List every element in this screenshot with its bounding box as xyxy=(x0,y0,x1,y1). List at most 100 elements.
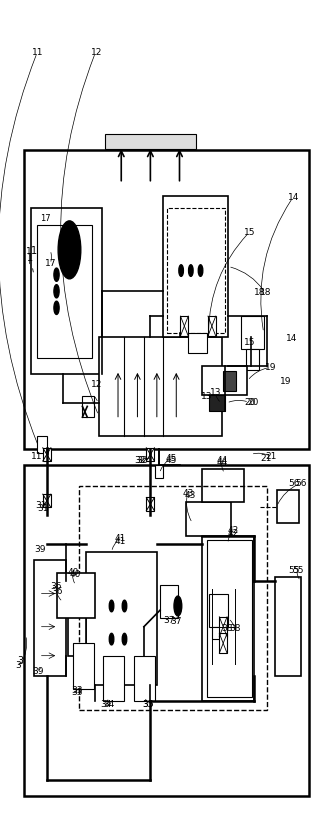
Text: 1: 1 xyxy=(27,253,34,272)
Bar xyxy=(104,656,125,701)
Text: 31: 31 xyxy=(36,501,47,510)
Bar xyxy=(186,503,231,536)
Bar xyxy=(82,396,94,417)
Text: 12: 12 xyxy=(91,380,102,389)
Bar xyxy=(208,316,216,336)
Bar xyxy=(277,490,299,524)
Text: 35: 35 xyxy=(142,700,154,709)
Text: 36: 36 xyxy=(50,583,62,592)
Text: 42: 42 xyxy=(228,529,239,538)
Text: 18: 18 xyxy=(260,288,272,297)
Circle shape xyxy=(109,633,114,645)
Bar xyxy=(246,349,259,370)
Circle shape xyxy=(54,301,59,314)
Circle shape xyxy=(174,596,182,616)
Bar xyxy=(209,395,225,411)
Bar xyxy=(275,577,301,676)
Bar xyxy=(146,448,155,461)
Bar xyxy=(68,581,86,656)
Text: 19: 19 xyxy=(280,377,291,386)
Text: 3: 3 xyxy=(18,656,24,666)
Text: 34: 34 xyxy=(100,700,112,709)
Text: 55: 55 xyxy=(292,566,304,575)
Text: 35: 35 xyxy=(142,700,154,709)
Text: 32: 32 xyxy=(136,455,147,465)
Text: 41: 41 xyxy=(115,537,126,546)
Circle shape xyxy=(179,265,183,277)
Text: 41: 41 xyxy=(115,534,126,543)
Text: 38: 38 xyxy=(230,624,241,633)
Bar xyxy=(163,196,228,337)
Text: 32: 32 xyxy=(134,455,146,465)
Bar xyxy=(187,332,207,353)
Text: 44: 44 xyxy=(217,458,228,467)
Bar xyxy=(37,225,92,357)
Text: 34: 34 xyxy=(104,700,115,709)
Text: 56: 56 xyxy=(295,479,307,488)
Text: 37: 37 xyxy=(170,617,181,627)
Bar xyxy=(155,465,163,478)
Bar xyxy=(86,552,157,685)
Bar xyxy=(31,209,102,374)
Bar xyxy=(212,627,225,639)
Circle shape xyxy=(54,285,59,297)
Circle shape xyxy=(58,221,81,279)
Text: 37: 37 xyxy=(163,616,175,625)
Text: 33: 33 xyxy=(71,687,83,696)
Bar xyxy=(134,656,155,701)
Text: 11: 11 xyxy=(32,48,44,57)
Circle shape xyxy=(122,600,127,612)
Text: 39: 39 xyxy=(34,545,45,554)
Text: 40: 40 xyxy=(70,570,81,579)
Text: 31: 31 xyxy=(37,504,49,513)
Bar xyxy=(180,316,188,336)
Text: 11: 11 xyxy=(31,451,42,460)
Text: 18: 18 xyxy=(254,288,265,297)
Text: 38: 38 xyxy=(221,624,233,633)
Bar xyxy=(99,337,221,436)
Text: 55: 55 xyxy=(288,566,299,575)
Text: 15: 15 xyxy=(244,228,256,237)
Bar xyxy=(160,585,178,618)
Text: 13: 13 xyxy=(210,388,222,396)
Bar xyxy=(146,498,155,511)
Text: 15: 15 xyxy=(244,338,256,347)
Bar xyxy=(73,643,94,689)
Text: 19: 19 xyxy=(265,363,277,372)
Bar xyxy=(209,593,228,627)
Bar xyxy=(34,560,66,676)
Bar xyxy=(223,371,236,391)
Circle shape xyxy=(122,633,127,645)
Text: 14: 14 xyxy=(288,193,299,202)
Text: 12: 12 xyxy=(91,48,102,57)
Text: 21: 21 xyxy=(260,454,272,463)
Bar xyxy=(202,366,247,395)
Text: 1: 1 xyxy=(26,247,32,256)
Bar xyxy=(24,465,309,796)
Bar xyxy=(219,633,227,653)
Text: 17: 17 xyxy=(45,259,57,268)
Text: 45: 45 xyxy=(166,454,177,463)
Circle shape xyxy=(54,268,59,282)
Bar xyxy=(57,573,95,618)
Bar xyxy=(79,486,267,710)
Bar xyxy=(166,209,225,332)
Text: 36: 36 xyxy=(52,587,63,596)
Text: 43: 43 xyxy=(184,491,196,500)
Circle shape xyxy=(188,265,193,277)
Bar xyxy=(207,539,252,697)
Text: 13: 13 xyxy=(200,392,212,401)
Bar xyxy=(24,150,309,449)
Bar xyxy=(43,448,51,461)
Text: 42: 42 xyxy=(228,526,239,535)
Bar xyxy=(202,536,254,701)
Bar xyxy=(37,436,47,453)
Text: 40: 40 xyxy=(68,568,79,577)
Text: 20: 20 xyxy=(247,398,259,406)
Text: 43: 43 xyxy=(183,489,194,498)
Bar xyxy=(105,134,196,149)
Text: 14: 14 xyxy=(286,334,298,343)
Text: 1: 1 xyxy=(31,246,37,256)
Text: 56: 56 xyxy=(288,479,299,488)
Bar xyxy=(219,617,227,637)
